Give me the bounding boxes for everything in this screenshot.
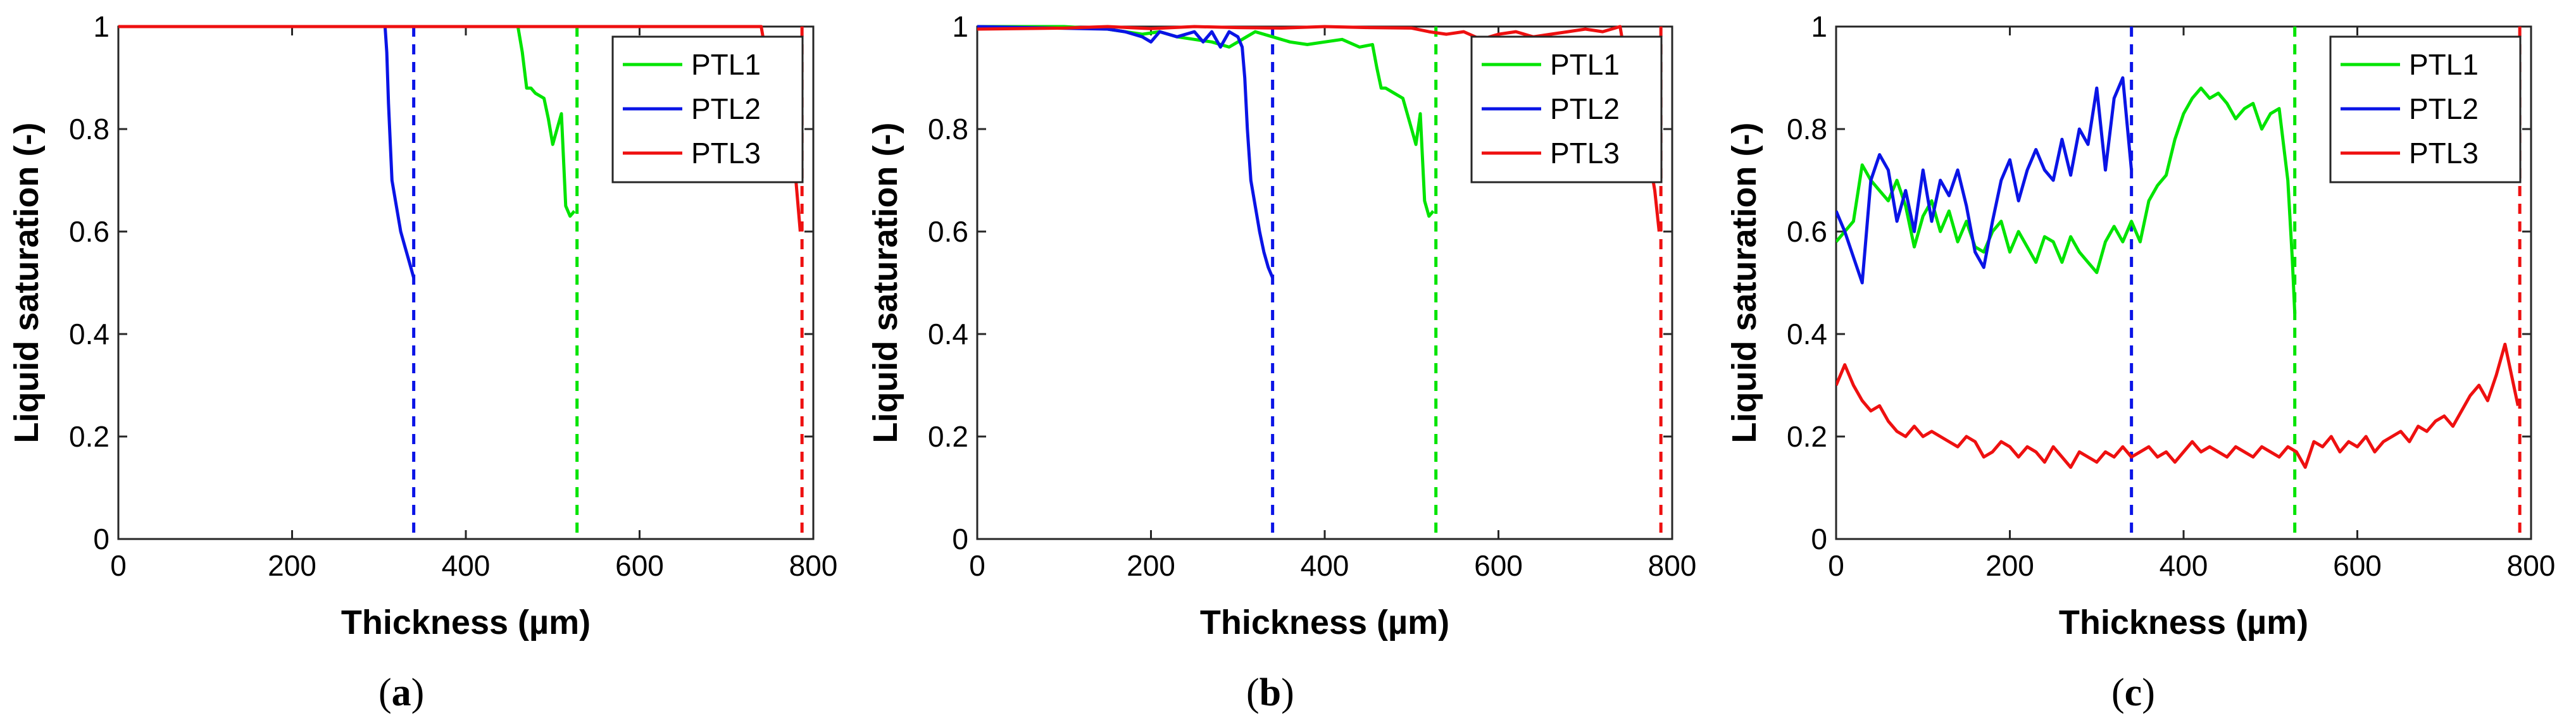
y-axis-label: Liquid saturation (-) [1725,123,1763,443]
legend-label-ptl1: PTL1 [1550,48,1620,81]
legend-label-ptl3: PTL3 [691,137,761,170]
y-tick-label: 0.4 [1787,318,1827,350]
legend: PTL1 PTL2 PTL3 [1470,35,1663,183]
x-axis-label: Thickness (µm) [341,604,591,641]
chart-a: 0 200 400 600 800 0 0.2 0.4 0.6 0.8 1 Thickness (µm… [8,10,838,641]
panel-b: 0 200 400 600 800 0 0.2 0.4 0.6 0.8 1 Thickness (µm… [859,0,1717,725]
y-tick-label: 1 [952,10,968,43]
x-tick-label: 400 [1301,549,1349,582]
series-line-ptl2 [118,25,416,278]
y-tick-label: 0.2 [69,420,109,453]
series-line-ptl1 [118,25,576,218]
series-line-ptl2 [977,25,1274,278]
plot-area [1836,27,2522,539]
x-tick-label: 0 [110,549,127,582]
x-tick-label: 800 [789,549,838,582]
x-tick-label: 600 [2333,549,2382,582]
series-line-ptl2 [1836,76,2134,285]
y-tick-label: 1 [1811,10,1827,43]
x-tick-label: 200 [1127,549,1175,582]
x-tick-label: 600 [615,549,664,582]
x-tick-label: 200 [268,549,316,582]
y-axis-label: Liquid saturation (-) [8,123,46,443]
legend-label-ptl2: PTL2 [2409,92,2479,125]
x-tick-label: 0 [1828,549,1844,582]
y-tick-label: 0.6 [1787,215,1827,248]
y-tick-label: 0.8 [1787,113,1827,146]
x-tick-label: 200 [1985,549,2034,582]
y-tick-label: 0.2 [928,420,968,453]
legend: PTL1 PTL2 PTL3 [611,35,804,183]
series-line-ptl1 [977,25,1435,218]
x-axis-label: Thickness (µm) [1200,604,1449,641]
panel-c: 0 200 400 600 800 0 0.2 0.4 0.6 0.8 1 Thickness (µm… [1718,0,2576,725]
x-tick-label: 400 [2160,549,2208,582]
x-axis-label: Thickness (µm) [2059,604,2308,641]
x-tick-label: 400 [442,549,491,582]
y-tick-label: 0.8 [69,113,109,146]
y-tick-label: 0.6 [69,215,109,248]
y-axis-label: Liquid saturation (-) [866,123,904,443]
y-tick-label: 0.6 [928,215,968,248]
x-tick-label: 800 [2507,549,2556,582]
panel-a: 0 200 400 600 800 0 0.2 0.4 0.6 0.8 1 Thickness (µm… [0,0,858,725]
legend-label-ptl1: PTL1 [2409,48,2479,81]
y-tick-label: 0 [952,523,968,555]
chart-c: 0 200 400 600 800 0 0.2 0.4 0.6 0.8 1 Thickness (µm… [1725,10,2556,641]
series-line-ptl3 [1836,342,2520,469]
legend-label-ptl3: PTL3 [1550,137,1620,170]
caption-a: (a) [378,671,425,714]
legend-label-ptl2: PTL2 [1550,92,1620,125]
y-tick-label: 0 [1811,523,1827,555]
y-tick-label: 0.2 [1787,420,1827,453]
legend-label-ptl2: PTL2 [691,92,761,125]
caption-b: (b) [1246,671,1294,714]
y-tick-label: 0.4 [69,318,109,350]
legend: PTL1 PTL2 PTL3 [2329,35,2522,183]
legend-label-ptl3: PTL3 [2409,137,2479,170]
x-tick-label: 600 [1474,549,1523,582]
y-tick-label: 1 [93,10,109,43]
y-tick-label: 0.8 [928,113,968,146]
caption-c: (c) [2111,671,2155,714]
y-tick-label: 0.4 [928,318,968,350]
legend-label-ptl1: PTL1 [691,48,761,81]
y-tick-label: 0 [93,523,109,555]
x-tick-label: 0 [969,549,985,582]
series-line-ptl1 [1836,86,2297,314]
chart-b: 0 200 400 600 800 0 0.2 0.4 0.6 0.8 1 Thickness (µm… [866,10,1697,641]
x-tick-label: 800 [1648,549,1697,582]
